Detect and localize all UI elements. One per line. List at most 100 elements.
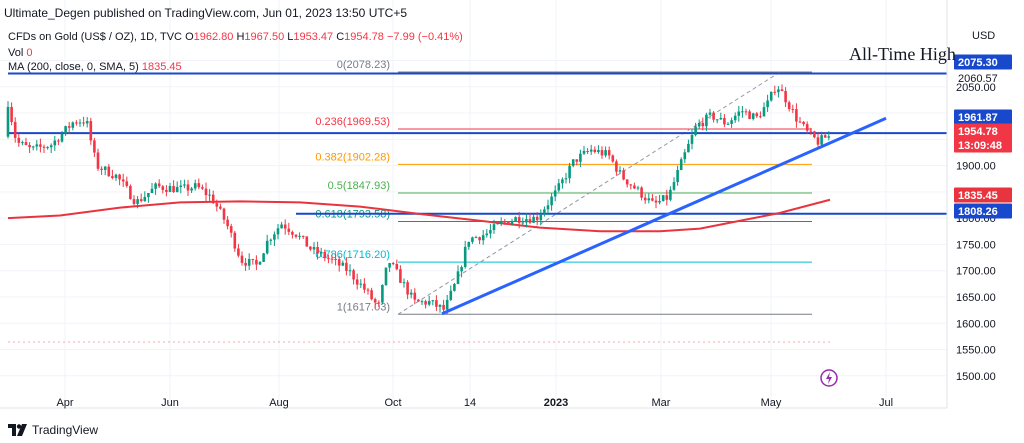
candle-body: [539, 214, 543, 221]
candle-body: [111, 176, 114, 179]
candle-body: [669, 189, 672, 200]
candle-body: [255, 259, 258, 265]
candle-body: [75, 122, 78, 124]
candle-body: [323, 251, 327, 259]
price-label-text: 2075.30: [958, 57, 998, 69]
price-label-text: 1835.45: [958, 190, 998, 202]
candle-body: [13, 121, 17, 138]
candle-body: [6, 106, 10, 137]
candle-body: [737, 111, 741, 116]
low-value: 1953.47: [293, 31, 334, 43]
candle-body: [694, 126, 697, 135]
candle-body: [276, 228, 280, 235]
candle-body: [71, 122, 75, 128]
candle-body: [823, 135, 827, 138]
candle-body: [413, 292, 417, 300]
candle-body: [485, 233, 489, 236]
candle-body: [208, 194, 211, 196]
candle-body: [132, 199, 136, 204]
candle-body: [60, 133, 64, 142]
price-label-badge: [954, 54, 1012, 70]
candle-body: [579, 153, 582, 162]
candle-body: [240, 255, 244, 263]
candle-body: [168, 186, 172, 192]
candle-body: [471, 237, 474, 242]
candlestick-series: [6, 84, 831, 315]
close-label: C: [336, 31, 345, 43]
candle-body: [107, 166, 111, 177]
candle-body: [402, 282, 406, 284]
candle-body: [294, 234, 298, 237]
candle-body: [521, 222, 525, 224]
candle-body: [719, 117, 723, 120]
candle-body: [780, 89, 784, 92]
candle-body: [654, 200, 658, 203]
candle-body: [384, 267, 388, 285]
candle-body: [460, 266, 463, 272]
moving-average-200: [7, 198, 831, 233]
candle-body: [154, 183, 157, 189]
candle-body: [64, 126, 67, 134]
candle-body: [766, 100, 769, 108]
ma-legend: MA (200, close, 0, SMA, 5) 1835.45: [8, 61, 182, 73]
currency-label: USD: [972, 30, 995, 42]
candle-body: [557, 183, 561, 191]
candle-body: [53, 140, 57, 146]
candle-body: [24, 142, 28, 146]
candle-body: [193, 183, 197, 189]
candle-body: [359, 283, 363, 285]
fib-trend-line: [397, 71, 781, 315]
tradingview-brand[interactable]: TradingView: [8, 423, 98, 437]
candle-body: [489, 230, 492, 234]
candle-body: [49, 145, 53, 148]
candle-body: [600, 150, 604, 156]
candle-body: [687, 143, 690, 153]
candle-body: [456, 271, 460, 284]
candle-body: [420, 301, 424, 303]
candle-body: [363, 283, 366, 290]
candle-body: [355, 279, 359, 285]
fib-level-label: 0.5(1847.93): [328, 180, 390, 192]
lightning-icon[interactable]: [820, 369, 838, 387]
volume-legend: Vol 0: [8, 47, 32, 59]
candle-body: [543, 209, 546, 215]
candle-body: [586, 150, 589, 152]
ma-value: 1835.45: [141, 61, 182, 73]
fib-level-label: 0.382(1902.28): [315, 151, 390, 163]
candle-body: [481, 235, 485, 241]
candle-body: [438, 304, 442, 307]
candle-body: [222, 208, 226, 220]
candle-body: [258, 261, 262, 265]
candle-body: [93, 140, 96, 153]
candle-body: [744, 111, 748, 113]
candle-body: [121, 179, 125, 182]
candle-body: [96, 152, 100, 169]
candle-body: [679, 159, 683, 171]
candle-body: [233, 232, 237, 249]
candle-body: [161, 186, 165, 190]
candle-body: [172, 186, 175, 193]
candle-body: [730, 120, 733, 124]
candle-body: [298, 235, 301, 237]
candle-body: [31, 146, 35, 148]
symbol-legend: CFDs on Gold (US$ / OZ), 1D, TVC O1962.8…: [8, 31, 463, 43]
fib-level-label: 1(1617.03): [337, 301, 390, 313]
time-tick-label: Jul: [879, 397, 893, 409]
price-tick-label: 1550.00: [956, 345, 996, 357]
candle-body: [381, 284, 384, 303]
ma-line: [7, 198, 831, 233]
price-labels: 2075.30 2060.57 1961.87 1954.78 13:09:48 1835…: [954, 54, 1012, 219]
volume-label: Vol: [8, 47, 24, 59]
fib-level-label: 0.236(1969.53): [315, 116, 390, 128]
candle-body: [445, 299, 449, 310]
candle-body: [139, 199, 143, 202]
candle-body: [827, 136, 831, 138]
publisher-line: Ultimate_Degen published on TradingView.…: [4, 6, 408, 20]
candle-body: [291, 231, 294, 235]
time-tick-label: Jun: [161, 397, 179, 409]
time-tick-label: 2023: [544, 397, 568, 409]
candle-body: [100, 168, 103, 170]
candle-body: [175, 187, 179, 193]
candle-body: [305, 236, 309, 247]
